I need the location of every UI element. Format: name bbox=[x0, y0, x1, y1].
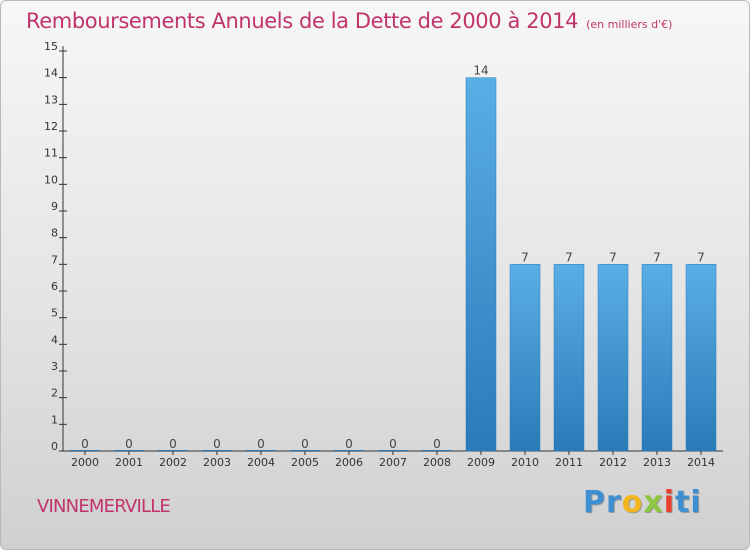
y-tick-label: 13 bbox=[44, 93, 58, 106]
x-tick-label: 2010 bbox=[511, 456, 539, 469]
y-tick-label: 4 bbox=[51, 333, 58, 346]
x-tick-label: 2008 bbox=[423, 456, 451, 469]
y-tick-label: 6 bbox=[51, 280, 58, 293]
y-tick-label: 3 bbox=[51, 360, 58, 373]
logo-letter: o bbox=[621, 485, 644, 520]
data-label: 14 bbox=[473, 64, 488, 78]
data-label: 7 bbox=[521, 250, 529, 264]
x-tick-label: 2001 bbox=[115, 456, 143, 469]
logo-letter: i bbox=[663, 485, 676, 520]
data-label: 7 bbox=[697, 250, 705, 264]
y-tick-label: 2 bbox=[51, 387, 58, 400]
bar bbox=[641, 264, 673, 452]
y-tick-label: 8 bbox=[51, 227, 58, 240]
data-label: 0 bbox=[433, 437, 441, 451]
y-tick-label: 5 bbox=[51, 307, 58, 320]
logo-letter: r bbox=[606, 485, 622, 520]
proxiti-logo[interactable]: Proxiti bbox=[583, 485, 702, 520]
logo-letter: P bbox=[583, 485, 606, 520]
chart-title-text: Remboursements Annuels de la Dette de 20… bbox=[26, 9, 579, 33]
y-tick-label: 9 bbox=[51, 200, 58, 213]
bar bbox=[465, 77, 497, 452]
logo-letter: t bbox=[675, 485, 691, 520]
y-tick-label: 7 bbox=[51, 253, 58, 266]
x-tick-label: 2000 bbox=[71, 456, 99, 469]
x-tick-label: 2011 bbox=[555, 456, 583, 469]
data-label: 0 bbox=[389, 437, 397, 451]
y-tick-label: 0 bbox=[51, 440, 58, 453]
data-label: 0 bbox=[345, 437, 353, 451]
y-tick-label: 10 bbox=[44, 173, 58, 186]
data-label: 0 bbox=[125, 437, 133, 451]
x-tick-label: 2004 bbox=[247, 456, 275, 469]
data-label: 0 bbox=[257, 437, 265, 451]
x-tick-label: 2009 bbox=[467, 456, 495, 469]
logo-letter: i bbox=[690, 485, 702, 520]
x-tick-label: 2002 bbox=[159, 456, 187, 469]
y-tick-label: 1 bbox=[51, 413, 58, 426]
x-tick-label: 2003 bbox=[203, 456, 231, 469]
bar bbox=[685, 264, 717, 452]
y-tick-label: 12 bbox=[44, 120, 58, 133]
commune-name: VINNEMERVILLE bbox=[37, 496, 171, 517]
bar bbox=[553, 264, 585, 452]
x-tick-label: 2005 bbox=[291, 456, 319, 469]
data-label: 0 bbox=[81, 437, 89, 451]
y-tick-label: 11 bbox=[44, 147, 58, 160]
data-label: 7 bbox=[609, 250, 617, 264]
y-tick-label: 14 bbox=[44, 67, 58, 80]
y-tick-label: 15 bbox=[44, 40, 58, 53]
data-label: 0 bbox=[213, 437, 221, 451]
chart-title: Remboursements Annuels de la Dette de 20… bbox=[26, 9, 672, 33]
data-label: 0 bbox=[169, 437, 177, 451]
data-label: 7 bbox=[653, 250, 661, 264]
x-tick-label: 2007 bbox=[379, 456, 407, 469]
x-tick-label: 2013 bbox=[643, 456, 671, 469]
data-label: 7 bbox=[565, 250, 573, 264]
unit-note: (en milliers d'€) bbox=[586, 18, 673, 31]
bar bbox=[597, 264, 629, 452]
logo-letter: x bbox=[643, 485, 664, 520]
bar bbox=[509, 264, 541, 452]
data-label: 0 bbox=[301, 437, 309, 451]
x-tick-label: 2014 bbox=[687, 456, 715, 469]
x-tick-label: 2006 bbox=[335, 456, 363, 469]
x-tick-label: 2012 bbox=[599, 456, 627, 469]
